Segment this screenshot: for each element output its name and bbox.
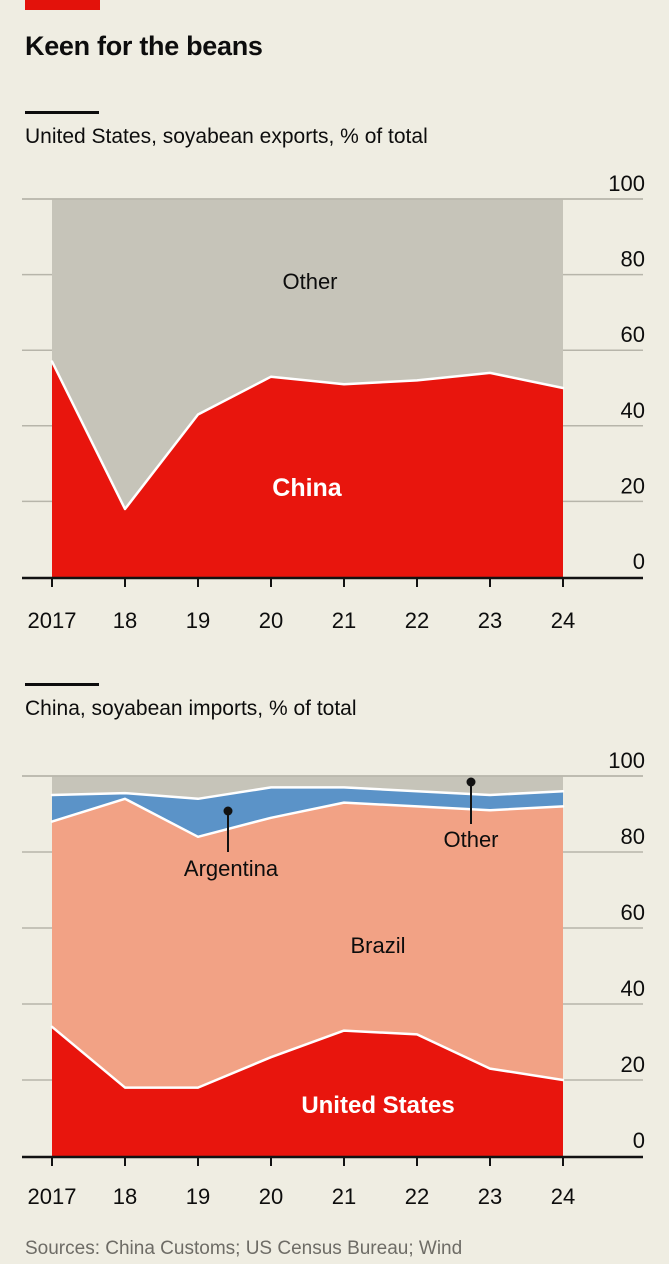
y-axis-label-20: 20: [621, 473, 645, 498]
y-axis-label-0: 0: [633, 549, 645, 574]
x-axis-label-24: 24: [551, 1184, 575, 1209]
x-axis-label-2017: 2017: [28, 608, 77, 633]
x-axis-label-22: 22: [405, 608, 429, 633]
chart-subtitle-exports: United States, soyabean exports, % of to…: [25, 125, 428, 148]
y-axis-label-100: 100: [608, 748, 645, 773]
x-axis-label-2017: 2017: [28, 1184, 77, 1209]
boundary-china: [50, 360, 565, 511]
x-axis-label-18: 18: [113, 608, 137, 633]
series-label-china: China: [272, 474, 343, 502]
x-axis-label-20: 20: [259, 1184, 283, 1209]
series-label-other: Other: [443, 827, 498, 852]
x-axis-label-18: 18: [113, 1184, 137, 1209]
y-axis-label-80: 80: [621, 247, 645, 272]
boundary-argentina: [50, 786, 565, 801]
y-axis-label-60: 60: [621, 322, 645, 347]
x-axis-label-21: 21: [332, 1184, 356, 1209]
y-axis-label-0: 0: [633, 1128, 645, 1153]
callout-dot-argentina: [223, 806, 233, 816]
area-china: [52, 361, 563, 577]
series-label-brazil: Brazil: [350, 933, 405, 958]
boundary-united-states: [50, 1025, 565, 1089]
area-brazil: [52, 798, 563, 1088]
sources-line: Sources: China Customs; US Census Bureau…: [25, 1238, 463, 1259]
y-axis-label-60: 60: [621, 900, 645, 925]
x-axis-label-19: 19: [186, 608, 210, 633]
y-axis-label-40: 40: [621, 398, 645, 423]
x-axis-label-23: 23: [478, 1184, 502, 1209]
area-united-states: [52, 1026, 563, 1156]
y-axis-label-100: 100: [608, 171, 645, 196]
y-axis-label-80: 80: [621, 824, 645, 849]
boundary-brazil: [50, 797, 565, 839]
area-other: [52, 199, 563, 509]
x-axis-label-20: 20: [259, 608, 283, 633]
x-axis-label-21: 21: [332, 608, 356, 633]
series-label-united-states: United States: [301, 1092, 454, 1119]
area-argentina: [52, 787, 563, 837]
series-label-argentina: Argentina: [184, 856, 279, 881]
section-rule: [25, 683, 99, 686]
x-axis-label-22: 22: [405, 1184, 429, 1209]
section-rule: [25, 111, 99, 114]
x-axis-label-23: 23: [478, 608, 502, 633]
x-axis-label-24: 24: [551, 608, 575, 633]
y-axis-label-40: 40: [621, 976, 645, 1001]
x-axis-label-19: 19: [186, 1184, 210, 1209]
y-axis-label-20: 20: [621, 1052, 645, 1077]
brand-red-tab: [25, 0, 100, 10]
callout-dot-other: [466, 777, 476, 787]
chart-title: Keen for the beans: [25, 31, 263, 61]
series-label-other: Other: [282, 269, 337, 294]
chart-subtitle-imports: China, soyabean imports, % of total: [25, 697, 357, 720]
